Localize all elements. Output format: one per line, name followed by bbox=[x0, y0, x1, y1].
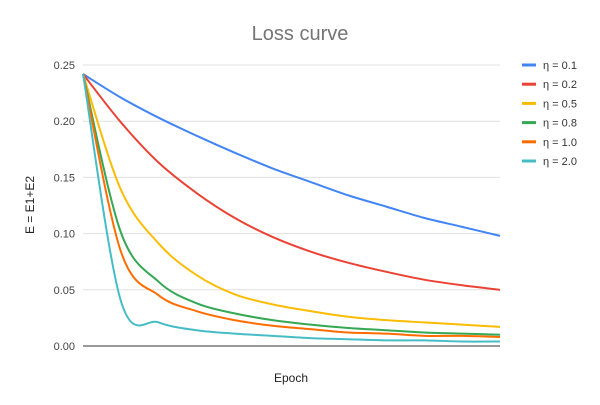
legend-label: η = 0.1 bbox=[543, 60, 577, 72]
legend-label: η = 0.8 bbox=[543, 118, 577, 130]
legend-label: η = 0.5 bbox=[543, 98, 577, 110]
series-line bbox=[82, 73, 501, 336]
y-axis-title: E = E1+E2 bbox=[23, 176, 37, 234]
y-tick-labels: 0.00 0.05 0.10 0.15 0.20 0.25 bbox=[54, 60, 75, 353]
series-line bbox=[82, 73, 501, 343]
series-lines bbox=[82, 73, 501, 343]
series-line bbox=[82, 73, 501, 237]
x-axis-title: Epoch bbox=[274, 371, 308, 385]
gridlines bbox=[83, 64, 500, 291]
y-tick-label: 0.05 bbox=[54, 285, 75, 297]
legend-label: η = 0.2 bbox=[543, 79, 577, 91]
y-tick-label: 0.10 bbox=[54, 229, 75, 241]
y-tick-label: 0.00 bbox=[54, 341, 75, 353]
series-line bbox=[82, 73, 501, 339]
legend: η = 0.1 η = 0.2 η = 0.5 η = 0.8 η = 1.0 η = 2… bbox=[522, 60, 577, 168]
chart-title: Loss curve bbox=[252, 23, 349, 45]
series-line bbox=[82, 73, 501, 328]
y-tick-label: 0.25 bbox=[54, 60, 75, 72]
series-line bbox=[82, 73, 501, 291]
y-tick-label: 0.20 bbox=[54, 116, 75, 128]
legend-label: η = 1.0 bbox=[543, 137, 577, 149]
legend-label: η = 2.0 bbox=[543, 156, 577, 168]
y-tick-label: 0.15 bbox=[54, 172, 75, 184]
